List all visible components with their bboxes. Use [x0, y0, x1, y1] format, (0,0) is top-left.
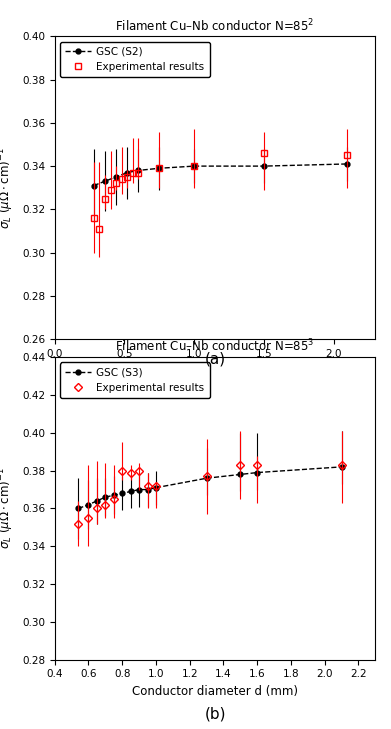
X-axis label: Conductor diameter d (mm): Conductor diameter d (mm) — [132, 685, 298, 698]
Y-axis label: $\bar{\sigma}_L\ (\mu\Omega\cdot$cm$)^{-1}$: $\bar{\sigma}_L\ (\mu\Omega\cdot$cm$)^{-… — [0, 147, 16, 229]
Text: (b): (b) — [204, 707, 226, 722]
Legend: GSC (S2), Experimental results: GSC (S2), Experimental results — [60, 42, 210, 77]
Text: (a): (a) — [204, 352, 226, 367]
Title: Filament Cu–Nb conductor N=85$^2$: Filament Cu–Nb conductor N=85$^2$ — [115, 17, 315, 34]
X-axis label: Conductor diameter d (mm): Conductor diameter d (mm) — [132, 364, 298, 378]
Title: Filament Cu–Nb conductor N=85$^3$: Filament Cu–Nb conductor N=85$^3$ — [115, 338, 315, 354]
Y-axis label: $\bar{\sigma}_L\ (\mu\Omega\cdot$cm$)^{-1}$: $\bar{\sigma}_L\ (\mu\Omega\cdot$cm$)^{-… — [0, 467, 16, 550]
Legend: GSC (S3), Experimental results: GSC (S3), Experimental results — [60, 362, 210, 398]
